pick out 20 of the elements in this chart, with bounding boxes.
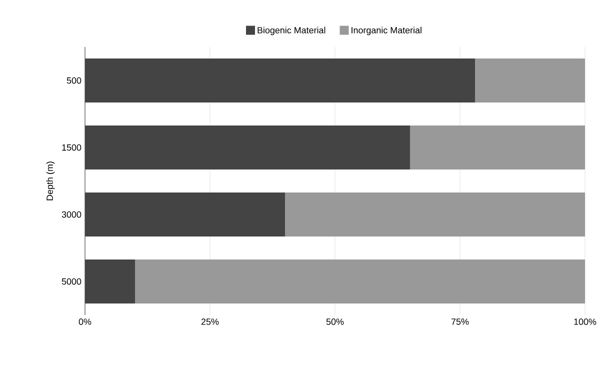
y-axis-title: Depth (m): [46, 162, 55, 200]
x-tick-label: 50%: [326, 318, 344, 325]
y-tick-label: 5000: [62, 278, 82, 285]
x-tick-label: 75%: [451, 318, 469, 325]
legend-label: Biogenic Material: [258, 26, 326, 36]
bar: [410, 126, 586, 170]
bar: [85, 58, 476, 103]
bar: [285, 192, 586, 237]
x-tick-label: 100%: [574, 318, 596, 325]
bar: [85, 192, 286, 237]
bar: [85, 260, 136, 304]
x-tick-label: 0%: [78, 318, 92, 325]
y-tick-label: 1500: [62, 144, 82, 151]
bar: [475, 58, 586, 103]
y-tick-label: 500: [66, 77, 82, 84]
x-tick-label: 25%: [201, 318, 219, 325]
bar: [135, 260, 586, 304]
y-tick-label: 3000: [62, 211, 82, 218]
bar: [85, 126, 410, 170]
legend-label: Inorganic Material: [352, 26, 422, 36]
